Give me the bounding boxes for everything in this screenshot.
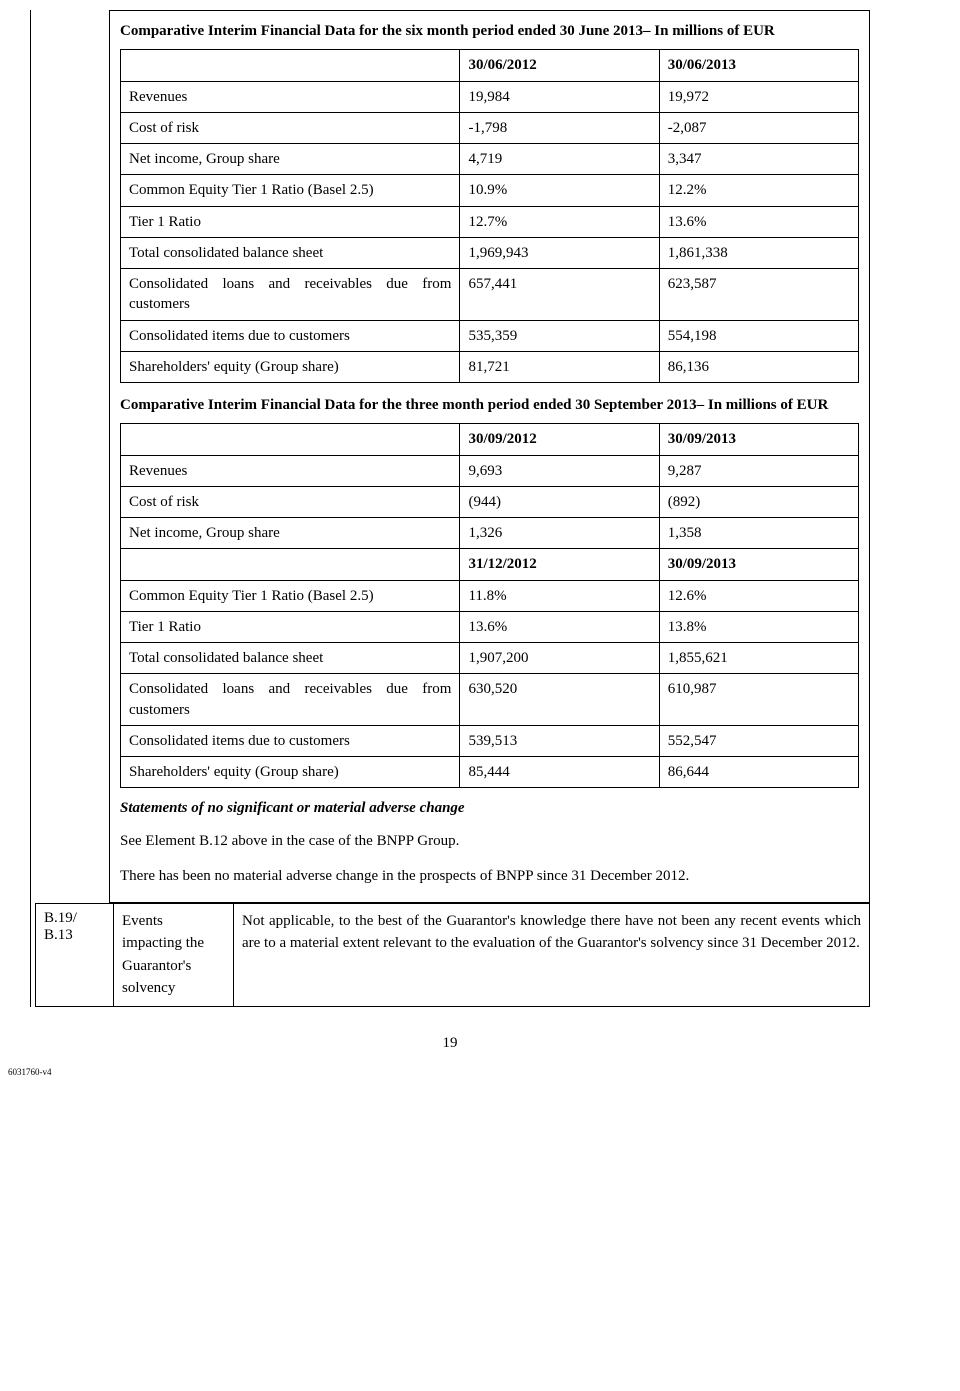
table-three-month: 30/09/2012 30/09/2013 Revenues9,6939,287… [120,423,859,788]
table-row: Tier 1 Ratio12.7%13.6% [121,206,859,237]
table-row: 31/12/2012 30/09/2013 [121,549,859,580]
financial-data-cell: Comparative Interim Financial Data for t… [109,10,870,903]
table-row: Total consolidated balance sheet1,907,20… [121,643,859,674]
table-row: Net income, Group share4,7193,347 [121,144,859,175]
table-row: Net income, Group share1,3261,358 [121,518,859,549]
b13-code: B.19/ B.13 [35,903,113,1007]
section1-title: Comparative Interim Financial Data for t… [120,21,859,41]
table-row: 30/06/2012 30/06/2013 [121,50,859,81]
statements-line-1: See Element B.12 above in the case of th… [120,831,859,851]
page-number: 19 [30,1035,870,1052]
table-row: Cost of risk-1,798-2,087 [121,112,859,143]
statements-heading: Statements of no significant or material… [120,800,859,817]
cell [121,50,460,81]
table-row: Revenues19,98419,972 [121,81,859,112]
table-row: Consolidated items due to customers535,3… [121,320,859,351]
cell: 30/06/2013 [659,50,858,81]
table-row: Consolidated loans and receivables due f… [121,674,859,726]
table-row: Consolidated loans and receivables due f… [121,269,859,321]
table-row: Tier 1 Ratio13.6%13.8% [121,611,859,642]
table-row: Consolidated items due to customers539,5… [121,725,859,756]
row-b13: B.19/ B.13 Events impacting the Guaranto… [35,903,870,1007]
section2-title: Comparative Interim Financial Data for t… [120,395,859,415]
table-six-month: 30/06/2012 30/06/2013 Revenues19,98419,9… [120,49,859,383]
table-row: Shareholders' equity (Group share)81,721… [121,351,859,382]
table-row: Common Equity Tier 1 Ratio (Basel 2.5)11… [121,580,859,611]
cell: 30/06/2012 [460,50,659,81]
doc-ref: 6031760-v4 [8,1067,52,1077]
b13-body: Not applicable, to the best of the Guara… [233,903,870,1007]
table-row: Revenues9,6939,287 [121,455,859,486]
table-row: Shareholders' equity (Group share)85,444… [121,757,859,788]
statements-line-2: There has been no material adverse chang… [120,866,859,886]
table-row: Total consolidated balance sheet1,969,94… [121,237,859,268]
table-row: 30/09/2012 30/09/2013 [121,424,859,455]
table-row: Cost of risk(944)(892) [121,486,859,517]
table-row: Common Equity Tier 1 Ratio (Basel 2.5)10… [121,175,859,206]
b13-label: Events impacting the Guarantor's solvenc… [113,903,233,1007]
